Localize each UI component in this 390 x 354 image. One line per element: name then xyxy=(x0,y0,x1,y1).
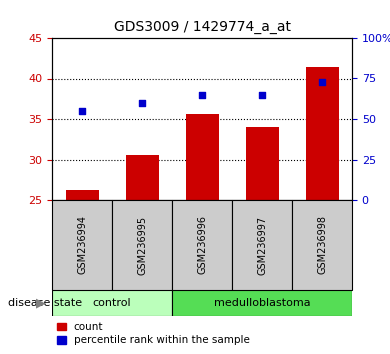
Bar xyxy=(172,200,232,290)
Bar xyxy=(292,200,352,290)
Point xyxy=(259,92,265,98)
Bar xyxy=(52,290,172,316)
Text: GSM236998: GSM236998 xyxy=(317,216,327,274)
Point xyxy=(199,92,205,98)
Point xyxy=(79,108,85,114)
Bar xyxy=(126,155,158,200)
Text: ▶: ▶ xyxy=(36,297,46,309)
Text: GSM236997: GSM236997 xyxy=(257,216,267,275)
Bar xyxy=(245,127,278,200)
Bar xyxy=(186,114,218,200)
Bar xyxy=(172,290,352,316)
Text: medulloblastoma: medulloblastoma xyxy=(214,298,310,308)
Text: control: control xyxy=(93,298,131,308)
Text: disease state: disease state xyxy=(8,298,82,308)
Bar xyxy=(232,200,292,290)
Point xyxy=(319,79,325,85)
Bar xyxy=(66,190,99,200)
Point xyxy=(139,100,145,105)
Bar xyxy=(52,200,112,290)
Text: GSM236994: GSM236994 xyxy=(77,216,87,274)
Title: GDS3009 / 1429774_a_at: GDS3009 / 1429774_a_at xyxy=(113,20,291,34)
Text: GSM236996: GSM236996 xyxy=(197,216,207,274)
Bar xyxy=(112,200,172,290)
Bar xyxy=(305,67,339,200)
Text: GSM236995: GSM236995 xyxy=(137,216,147,275)
Legend: count, percentile rank within the sample: count, percentile rank within the sample xyxy=(57,322,250,345)
